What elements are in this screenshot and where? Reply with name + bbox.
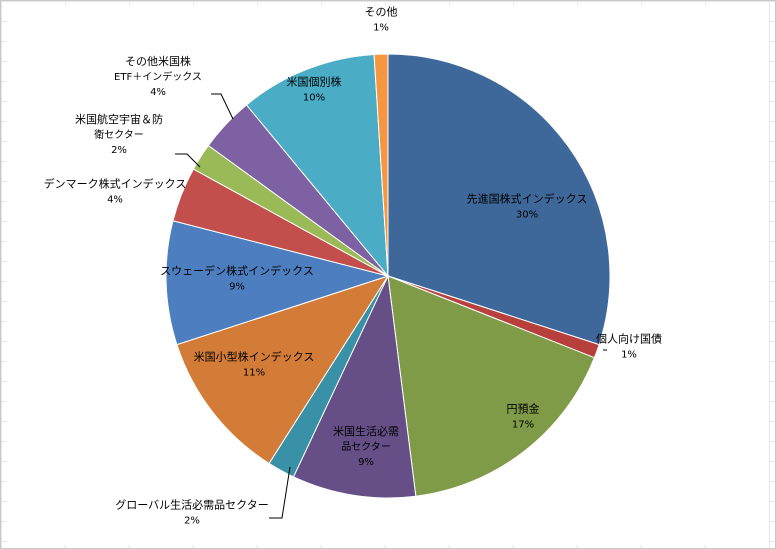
pie-slice	[387, 53, 611, 346]
slice-percent-label: 10%	[303, 93, 325, 104]
slice-label: 米国小型株インデックス	[194, 350, 315, 364]
slice-label: スウェーデン株式インデックス	[160, 264, 314, 278]
leader-line	[211, 93, 234, 120]
slice-percent-label: 17%	[512, 420, 534, 431]
slice-percent-label: 4%	[150, 87, 166, 98]
leader-line	[175, 153, 201, 168]
slice-label: 米国個別株	[287, 75, 342, 89]
pie-slice	[373, 53, 389, 277]
slice-percent-label: 1%	[621, 350, 637, 361]
slice-percent-label: 4%	[107, 195, 123, 206]
slice-percent-label: 9%	[358, 457, 374, 468]
slice-percent-label: 9%	[229, 282, 245, 293]
slice-label: 個人向け国債	[596, 332, 662, 346]
plot-area: 先進国株式インデックス 30% 個人向け国債 1% 円預金 17% 米国生活必需 品セクター 9…	[7, 5, 769, 545]
slice-percent-label: 1%	[373, 23, 389, 34]
pie-slice	[176, 275, 390, 465]
slice-label: 米国生活必需	[333, 424, 399, 438]
slice-label: デンマーク株式インデックス	[44, 177, 187, 191]
slice-label: 米国航空宇宙＆防	[75, 112, 163, 126]
slice-label: 先進国株式インデックス	[467, 192, 588, 206]
pie-slice	[165, 220, 390, 346]
slice-label: ETF＋インデックス	[114, 70, 202, 83]
slice-percent-label: 2%	[111, 145, 127, 156]
leader-line	[269, 466, 291, 519]
pie-slice	[292, 274, 417, 499]
slice-percent-label: 11%	[243, 368, 265, 379]
pie-slice	[387, 275, 596, 497]
slice-label: グローバル生活必需品セクター	[115, 498, 268, 512]
slice-percent-label: 30%	[516, 210, 538, 221]
slice-label: その他米国株	[125, 54, 191, 68]
slice-label: 衛セクター	[94, 128, 144, 141]
slice-label: 円預金	[507, 402, 540, 416]
slice-label: 品セクター	[341, 441, 391, 453]
pie-slice	[245, 53, 389, 278]
slice-percent-label: 2%	[184, 516, 200, 527]
slice-label: その他	[365, 6, 398, 19]
